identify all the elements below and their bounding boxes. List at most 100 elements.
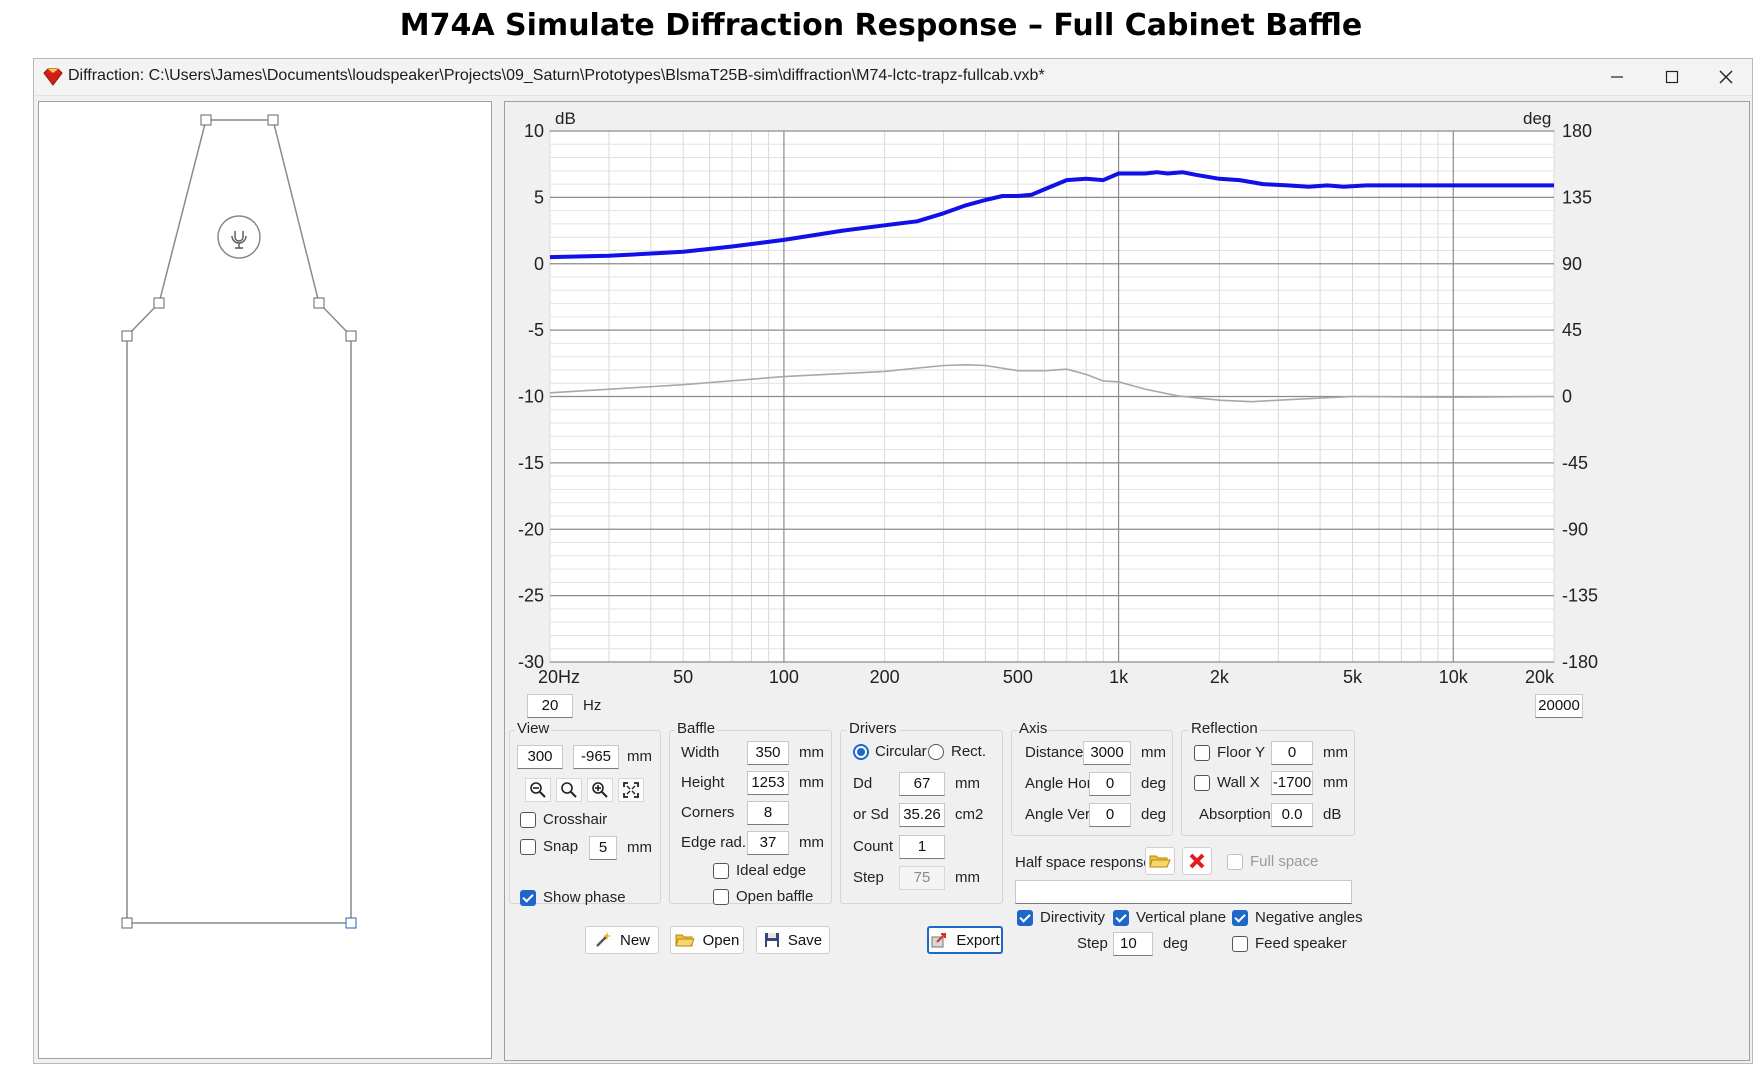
baffle-vertex-handle[interactable] (313, 297, 325, 309)
sd-input[interactable]: 35.26 (899, 803, 945, 827)
open-button[interactable]: Open (670, 926, 744, 954)
negative-angles-label: Negative angles (1255, 909, 1363, 926)
folder-open-icon (1149, 855, 1171, 868)
baffle-vertex-handle[interactable] (121, 917, 133, 929)
clear-half-space-button[interactable] (1182, 847, 1212, 875)
save-button[interactable]: Save (756, 926, 830, 954)
directivity-label: Directivity (1040, 909, 1106, 926)
y-tick-label: -5 (528, 320, 544, 340)
baffle-shape-drawing (121, 114, 357, 929)
baffle-height-input[interactable]: 1253 (747, 771, 789, 795)
new-button-label: New (619, 931, 650, 949)
negative-angles-checkbox[interactable] (1232, 910, 1248, 926)
minimize-button[interactable] (1587, 59, 1647, 95)
angle-hor-input[interactable]: 0 (1089, 772, 1131, 796)
save-button-label: Save (787, 931, 823, 949)
baffle-vertex-handle[interactable] (267, 114, 279, 126)
baffle-width-label: Width (681, 744, 720, 761)
y-tick-label: -30 (518, 652, 544, 672)
baffle-width-input[interactable]: 350 (747, 741, 789, 765)
close-icon (1719, 70, 1733, 84)
directivity-step-unit: deg (1163, 935, 1189, 952)
floor-label: Floor Y (1217, 744, 1266, 761)
new-button[interactable]: New (585, 926, 659, 954)
close-button[interactable] (1696, 59, 1756, 95)
rect-radio[interactable] (928, 744, 944, 760)
magnitude-curve (549, 170, 1554, 260)
baffle-vertex-handle[interactable] (121, 330, 133, 342)
y2-axis-label: deg (1523, 109, 1551, 128)
minimize-icon (1611, 76, 1623, 78)
distance-input[interactable]: 3000 (1083, 741, 1131, 765)
open-button-label: Open (702, 931, 740, 949)
axis-group-label: Axis (1017, 720, 1050, 737)
floor-checkbox[interactable] (1194, 745, 1210, 761)
snap-label: Snap (543, 838, 579, 855)
y2-tick-label: 45 (1562, 320, 1582, 340)
microphone-icon (231, 231, 247, 249)
count-input[interactable]: 1 (899, 835, 945, 859)
zoom-icon (561, 782, 577, 798)
feed-speaker-checkbox[interactable] (1232, 936, 1248, 952)
baffle-vertex-handle[interactable] (153, 297, 165, 309)
view-y-input[interactable]: -965 (573, 745, 619, 769)
y-tick-label: -10 (518, 387, 544, 407)
crosshair-checkbox[interactable] (520, 812, 536, 828)
angle-ver-label: Angle Ver (1025, 806, 1091, 823)
range-min-input[interactable]: 20 (527, 694, 573, 718)
baffle-group-label: Baffle (675, 720, 718, 737)
baffle-width-unit: mm (799, 744, 824, 761)
open-baffle-checkbox[interactable] (713, 889, 729, 905)
baffle-vertex-handle-selected[interactable] (345, 917, 357, 929)
zoom-out-button[interactable] (525, 778, 551, 802)
maximize-button[interactable] (1642, 59, 1702, 95)
half-space-path-field[interactable] (1015, 880, 1352, 904)
step-input[interactable]: 75 (899, 866, 945, 890)
zoom-button[interactable] (556, 778, 582, 802)
baffle-vertex-handle[interactable] (200, 114, 212, 126)
x-tick-label: 10k (1439, 667, 1469, 687)
range-max-input[interactable]: 20000 (1535, 694, 1583, 718)
snap-checkbox[interactable] (520, 839, 536, 855)
baffle-vertex-handle[interactable] (345, 330, 357, 342)
directivity-step-label: Step (1077, 935, 1108, 952)
export-icon (931, 933, 947, 948)
view-x-input[interactable]: 300 (517, 745, 563, 769)
vertical-plane-label: Vertical plane (1136, 909, 1227, 926)
half-space-label: Half space response (1015, 854, 1152, 871)
driver-position-marker[interactable] (217, 215, 261, 259)
full-space-checkbox[interactable] (1227, 854, 1243, 870)
directivity-step-input[interactable]: 10 (1113, 932, 1153, 956)
wall-checkbox[interactable] (1194, 775, 1210, 791)
load-half-space-button[interactable] (1145, 847, 1175, 875)
x-tick-label: 500 (1003, 667, 1033, 687)
y2-tick-label: 135 (1562, 187, 1592, 207)
distance-unit: mm (1141, 744, 1166, 761)
zoom-in-button[interactable] (587, 778, 613, 802)
y-tick-label: 0 (534, 254, 544, 274)
zoom-out-icon (530, 782, 546, 798)
sd-label: or Sd (853, 806, 889, 823)
floor-input[interactable]: 0 (1271, 741, 1313, 765)
circular-radio[interactable] (853, 744, 869, 760)
y2-tick-label: -90 (1562, 519, 1588, 539)
vertical-plane-checkbox[interactable] (1113, 910, 1129, 926)
window-title: Diffraction: C:\Users\James\Documents\lo… (68, 67, 1045, 84)
snap-input[interactable]: 5 (589, 836, 617, 860)
export-button[interactable]: Export (927, 926, 1003, 954)
ideal-edge-checkbox[interactable] (713, 863, 729, 879)
edge-radius-input[interactable]: 37 (747, 831, 789, 855)
angle-ver-input[interactable]: 0 (1089, 803, 1131, 827)
ideal-edge-label: Ideal edge (736, 862, 807, 879)
drivers-group-label: Drivers (847, 720, 899, 737)
wall-input[interactable]: -1700 (1271, 771, 1313, 795)
fit-view-button[interactable] (618, 778, 644, 802)
baffle-editor-canvas[interactable] (38, 101, 492, 1059)
absorption-input[interactable]: 0.0 (1271, 803, 1313, 827)
dd-input[interactable]: 67 (899, 772, 945, 796)
baffle-corners-input[interactable]: 8 (747, 801, 789, 825)
y2-tick-label: 180 (1562, 121, 1592, 141)
directivity-checkbox[interactable] (1017, 910, 1033, 926)
show-phase-checkbox[interactable] (520, 890, 536, 906)
